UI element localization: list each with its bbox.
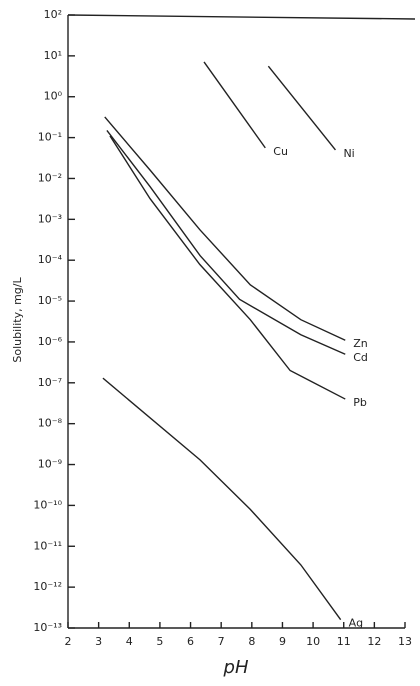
x-tick-label: 11 (337, 635, 351, 648)
y-axis-label: Solubility, mg/L (11, 277, 24, 363)
y-tick-label: 10⁻¹ (38, 131, 62, 144)
y-tick-label: 10¹ (44, 49, 62, 62)
x-tick-label: 7 (218, 635, 225, 648)
series-label: Ni (343, 147, 354, 160)
y-tick-label: 10⁰ (44, 90, 63, 103)
y-tick-label: 10² (44, 8, 62, 21)
series-label: Ag (349, 617, 364, 630)
series-line (203, 61, 266, 149)
x-tick-label: 4 (126, 635, 133, 648)
y-tick-label: 10⁻⁸ (38, 417, 63, 430)
y-tick-label: 10⁻¹³ (33, 621, 62, 634)
y-tick-label: 10⁻⁴ (38, 253, 63, 266)
series-line (104, 116, 346, 341)
series-line (109, 135, 346, 400)
x-tick-label: 10 (306, 635, 320, 648)
series-label: Zn (353, 337, 368, 350)
y-tick-label: 10⁻¹¹ (33, 539, 62, 552)
y-tick-label: 10⁻⁵ (38, 294, 62, 307)
series-label: Cu (273, 145, 288, 158)
x-tick-label: 3 (95, 635, 102, 648)
y-tick-label: 10⁻⁷ (38, 376, 62, 389)
x-axis-label: pH (223, 657, 249, 678)
y-tick-label: 10⁻² (38, 171, 62, 184)
y-tick-label: 10⁻⁹ (38, 458, 62, 471)
y-tick-label: 10⁻¹² (33, 580, 62, 593)
top-border (67, 14, 416, 20)
x-tick-label: 12 (367, 635, 381, 648)
y-tick-label: 10⁻³ (38, 212, 62, 225)
series-line (102, 377, 342, 621)
y-tick-label: 10⁻⁶ (38, 335, 63, 348)
x-tick-label: 9 (279, 635, 286, 648)
series-label: Cd (353, 351, 368, 364)
x-tick-label: 13 (398, 635, 412, 648)
y-tick-label: 10⁻¹⁰ (33, 498, 62, 511)
series-label: Pb (353, 396, 367, 409)
x-tick-label: 8 (248, 635, 255, 648)
x-tick-label: 5 (156, 635, 163, 648)
x-tick-label: 2 (65, 635, 72, 648)
series-line (106, 129, 346, 355)
x-tick-label: 6 (187, 635, 194, 648)
series-line (267, 65, 337, 151)
